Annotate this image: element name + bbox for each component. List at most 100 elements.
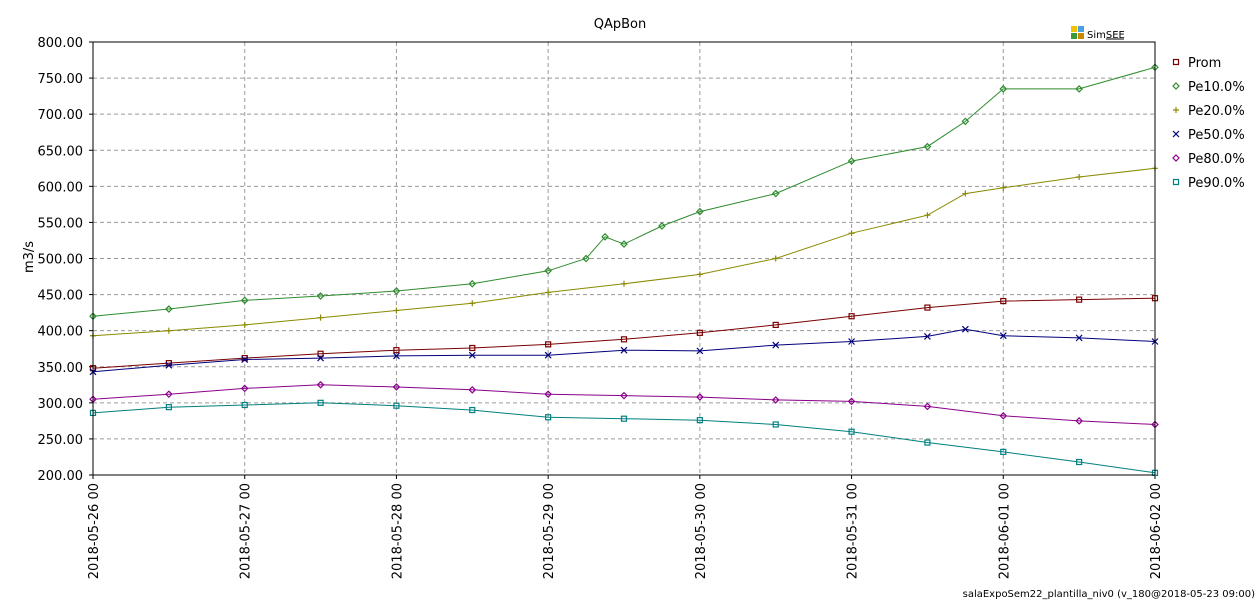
series-pe20-0	[90, 165, 1158, 339]
legend-marker-pe80-0	[1172, 154, 1180, 162]
legend: Prom Pe10.0% Pe20.0% Pe50.0% Pe80.0% Pe90.0%	[1172, 56, 1245, 191]
series-line-pe20-0	[92, 167, 1156, 337]
legend-item-prom: Prom	[1172, 56, 1221, 71]
data-point-pe90-0	[393, 402, 400, 409]
data-point-prom	[848, 313, 855, 320]
series-line-prom	[92, 297, 1156, 369]
data-point-pe90-0	[620, 415, 628, 422]
x-tick-label: 2018-06-02 00	[1149, 483, 1164, 579]
data-point-pe50-0	[241, 356, 249, 363]
data-point-pe20-0	[1076, 173, 1083, 180]
data-point-pe90-0	[241, 401, 248, 409]
x-ticks: 2018-05-26 00 2018-05-27 00 2018-05-28 00 2…	[87, 475, 1164, 579]
data-point-pe10-0	[316, 292, 325, 300]
data-point-pe90-0	[165, 404, 172, 411]
legend-marker-prom	[1172, 58, 1180, 66]
data-point-pe80-0	[240, 384, 249, 393]
data-point-pe50-0	[165, 361, 173, 369]
data-point-prom	[317, 350, 324, 357]
data-point-pe10-0	[696, 207, 704, 216]
y-tick-label: 350.00	[38, 361, 84, 376]
series-line-pe10-0	[92, 66, 1156, 317]
series-line-pe50-0	[92, 328, 1156, 373]
y-tick-label: 250.00	[38, 433, 84, 448]
data-point-pe20-0	[696, 271, 703, 278]
y-tick-label: 400.00	[38, 325, 84, 340]
data-point-pe10-0	[165, 305, 173, 313]
legend-item-pe10-0: Pe10.0%	[1172, 80, 1245, 95]
data-point-pe50-0	[620, 346, 628, 354]
x-tick-label: 2018-05-26 00	[87, 483, 102, 579]
data-point-prom	[620, 336, 628, 343]
legend-marker-pe10-0	[1172, 82, 1180, 90]
x-tick-label: 2018-05-29 00	[542, 483, 557, 579]
data-point-pe20-0	[848, 230, 855, 237]
data-point-pe10-0	[544, 266, 552, 275]
legend-marker-pe50-0	[1172, 130, 1180, 138]
data-point-pe50-0	[544, 351, 552, 359]
data-point-pe90-0	[317, 399, 324, 406]
legend-item-pe50-0: Pe50.0%	[1172, 128, 1245, 143]
data-point-pe20-0	[1000, 184, 1007, 191]
data-point-prom	[241, 354, 248, 362]
data-point-pe20-0	[165, 327, 172, 334]
data-point-pe10-0	[961, 117, 970, 126]
data-point-pe50-0	[696, 347, 704, 355]
data-point-pe50-0	[393, 352, 400, 360]
data-point-pe80-0	[847, 397, 856, 406]
y-tick-label: 300.00	[38, 397, 84, 412]
y-ticks: 200.00 250.00 300.00 350.00 400.00 450.00 500.…	[38, 36, 93, 484]
legend-item-pe20-0: Pe20.0%	[1173, 104, 1245, 119]
data-point-prom	[772, 321, 779, 328]
simsee-logo: SimSEE	[1071, 26, 1125, 41]
data-point-pe90-0	[1000, 448, 1007, 456]
legend-label-prom: Prom	[1188, 56, 1221, 71]
data-point-pe90-0	[469, 406, 476, 414]
y-tick-label: 750.00	[38, 72, 84, 87]
footer-text: salaExpoSem22_plantilla_niv0 (v_180@2018…	[963, 589, 1255, 600]
x-tick-label: 2018-05-31 00	[846, 483, 861, 579]
y-tick-label: 450.00	[38, 289, 84, 304]
data-point-pe90-0	[924, 439, 931, 446]
data-point-pe10-0	[847, 157, 856, 165]
legend-label-pe90-0: Pe90.0%	[1188, 176, 1245, 191]
legend-marker-pe20-0	[1173, 107, 1179, 113]
data-point-pe80-0	[316, 380, 325, 389]
data-point-pe80-0	[165, 390, 173, 399]
data-point-prom	[393, 347, 400, 354]
data-point-pe80-0	[999, 411, 1008, 420]
data-point-pe20-0	[393, 307, 400, 314]
data-point-pe80-0	[620, 391, 628, 400]
legend-marker-pe90-0	[1172, 178, 1180, 186]
grid	[93, 42, 1155, 475]
data-point-pe90-0	[1076, 458, 1083, 466]
data-point-pe80-0	[1075, 417, 1083, 425]
data-point-pe10-0	[1075, 85, 1083, 93]
data-point-pe50-0	[468, 351, 476, 359]
data-point-pe20-0	[962, 190, 969, 197]
data-point-prom	[545, 341, 552, 348]
data-point-pe90-0	[848, 428, 855, 435]
data-point-pe10-0	[392, 287, 401, 295]
data-point-pe20-0	[317, 314, 324, 321]
chart-title: QApBon	[594, 17, 647, 32]
data-point-pe20-0	[924, 212, 931, 219]
data-point-prom	[924, 304, 931, 311]
data-point-pe90-0	[545, 414, 552, 421]
data-point-pe50-0	[772, 341, 780, 349]
legend-label-pe80-0: Pe80.0%	[1188, 152, 1245, 167]
data-point-pe10-0	[620, 240, 628, 248]
y-tick-label: 550.00	[38, 216, 84, 231]
y-tick-label: 800.00	[38, 36, 84, 51]
data-point-pe10-0	[582, 254, 590, 263]
data-point-pe10-0	[601, 233, 609, 241]
x-tick-label: 2018-06-01 00	[997, 483, 1012, 579]
y-tick-label: 500.00	[38, 253, 84, 268]
data-point-prom	[696, 329, 703, 336]
data-point-pe20-0	[772, 255, 779, 262]
series-layer	[89, 63, 1159, 476]
x-tick-label: 2018-05-27 00	[239, 483, 254, 579]
data-point-pe80-0	[392, 383, 401, 391]
series-pe90-0	[89, 399, 1159, 476]
logo-square-yellow	[1071, 26, 1077, 32]
